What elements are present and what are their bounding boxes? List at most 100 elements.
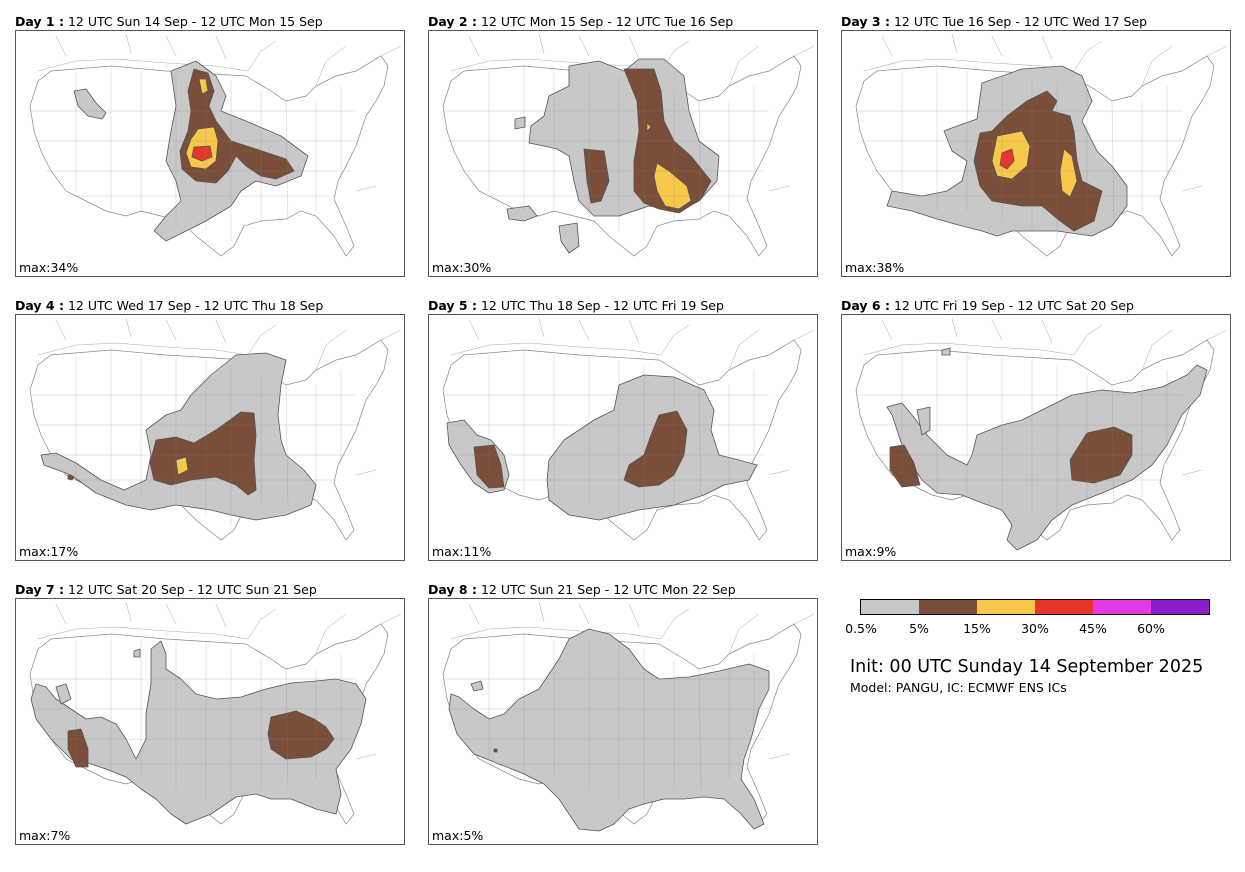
- coastline: [1181, 185, 1203, 192]
- coastline: [165, 35, 177, 57]
- state-line: [698, 384, 702, 506]
- map-svg: [29, 317, 402, 541]
- coastline: [55, 603, 67, 625]
- state-boundaries: [30, 66, 361, 241]
- map-svg: [855, 317, 1228, 551]
- day-label: Day 4 :: [15, 298, 64, 313]
- period-label: 12 UTC Mon 15 Sep - 12 UTC Tue 16 Sep: [480, 14, 734, 29]
- coastline: [628, 319, 640, 344]
- period-label: 12 UTC Sun 21 Sep - 12 UTC Mon 22 Sep: [480, 582, 736, 597]
- coastline: [728, 45, 760, 87]
- coastline: [1206, 45, 1228, 57]
- panel-title: Day 3 : 12 UTC Tue 16 Sep - 12 UTC Wed 1…: [841, 15, 1147, 29]
- map-day-4: max:17%: [15, 314, 405, 561]
- coastline: [247, 40, 277, 72]
- coastline: [728, 613, 760, 655]
- coastline: [355, 469, 377, 476]
- coastline: [881, 319, 893, 341]
- legend-tick: 5%: [909, 621, 929, 636]
- coastline: [728, 329, 760, 371]
- map-svg: [29, 33, 402, 257]
- legend-tick: 45%: [1079, 621, 1107, 636]
- coastline: [125, 33, 132, 54]
- map-day-1: max:34%: [15, 30, 405, 277]
- state-boundaries: [856, 350, 1187, 525]
- coastline: [165, 319, 177, 341]
- coastline: [1181, 469, 1203, 476]
- state-line: [698, 100, 702, 222]
- coastline: [165, 603, 177, 625]
- probability-area-0-5: [133, 648, 141, 658]
- period-label: 12 UTC Thu 18 Sep - 12 UTC Fri 19 Sep: [480, 298, 724, 313]
- state-boundaries: [443, 66, 774, 241]
- map-day-8: max:5%: [428, 598, 818, 845]
- canada-border: [37, 58, 249, 72]
- probability-area-5: [149, 411, 257, 496]
- probability-area-0-5: [470, 680, 484, 692]
- period-label: 12 UTC Sun 14 Sep - 12 UTC Mon 15 Sep: [67, 14, 323, 29]
- coastline: [468, 319, 480, 341]
- state-line: [285, 384, 289, 506]
- coastline: [881, 35, 893, 57]
- coastline: [215, 319, 227, 344]
- probability-area-15: [653, 162, 692, 210]
- legend-swatch-60: [1151, 600, 1209, 614]
- day-label: Day 3 :: [841, 14, 890, 29]
- day-label: Day 6 :: [841, 298, 890, 313]
- map-day-3: max:38%: [841, 30, 1231, 277]
- panel-title: Day 8 : 12 UTC Sun 21 Sep - 12 UTC Mon 2…: [428, 583, 736, 597]
- coastline: [468, 35, 480, 57]
- legend-swatch-0-5: [861, 600, 919, 614]
- probability-area-5: [67, 474, 75, 481]
- probability-area-30: [999, 148, 1015, 170]
- panel-title: Day 7 : 12 UTC Sat 20 Sep - 12 UTC Sun 2…: [15, 583, 317, 597]
- coastline: [578, 35, 590, 57]
- model-label: Model: PANGU, IC: ECMWF ENS ICs: [850, 680, 1067, 695]
- coastline: [315, 329, 347, 371]
- map-svg: [442, 601, 815, 832]
- canada-border: [863, 342, 1075, 356]
- coastline: [247, 608, 277, 640]
- panel-title: Day 2 : 12 UTC Mon 15 Sep - 12 UTC Tue 1…: [428, 15, 733, 29]
- coastline: [951, 317, 958, 338]
- coastline: [355, 753, 377, 760]
- coastline: [793, 329, 815, 341]
- coastline: [538, 601, 545, 622]
- state-boundaries: [30, 350, 361, 525]
- coastline: [951, 33, 958, 54]
- panel-title: Day 1 : 12 UTC Sun 14 Sep - 12 UTC Mon 1…: [15, 15, 323, 29]
- coastline: [578, 603, 590, 625]
- coastline: [793, 45, 815, 57]
- max-label: max:17%: [19, 544, 79, 559]
- max-label: max:38%: [845, 260, 905, 275]
- coastline: [55, 35, 67, 57]
- max-label: max:7%: [19, 828, 71, 843]
- coastline: [1073, 40, 1103, 72]
- max-label: max:9%: [845, 544, 897, 559]
- max-label: max:5%: [432, 828, 484, 843]
- coastline: [315, 613, 347, 655]
- legend-swatch-15: [977, 600, 1035, 614]
- map-svg: [442, 317, 815, 541]
- canada-border: [450, 342, 662, 356]
- coastline: [1073, 324, 1103, 356]
- map-day-6: max:9%: [841, 314, 1231, 561]
- period-label: 12 UTC Wed 17 Sep - 12 UTC Thu 18 Sep: [67, 298, 324, 313]
- coastline: [380, 613, 402, 625]
- coastline: [1141, 45, 1173, 87]
- probability-area-5: [267, 710, 335, 760]
- coastline: [55, 319, 67, 341]
- map-svg: [29, 601, 402, 825]
- legend-swatch-30: [1035, 600, 1093, 614]
- probability-area-0-5: [30, 640, 367, 825]
- map-day-5: max:11%: [428, 314, 818, 561]
- coastline: [1041, 35, 1053, 60]
- coastline: [380, 329, 402, 341]
- day-label: Day 5 :: [428, 298, 477, 313]
- legend-tick: 30%: [1021, 621, 1049, 636]
- coastline: [538, 317, 545, 338]
- init-time-label: Init: 00 UTC Sunday 14 September 2025: [850, 657, 1204, 677]
- probability-area-30: [191, 145, 213, 162]
- coastline: [660, 324, 690, 356]
- state-boundaries: [443, 634, 774, 809]
